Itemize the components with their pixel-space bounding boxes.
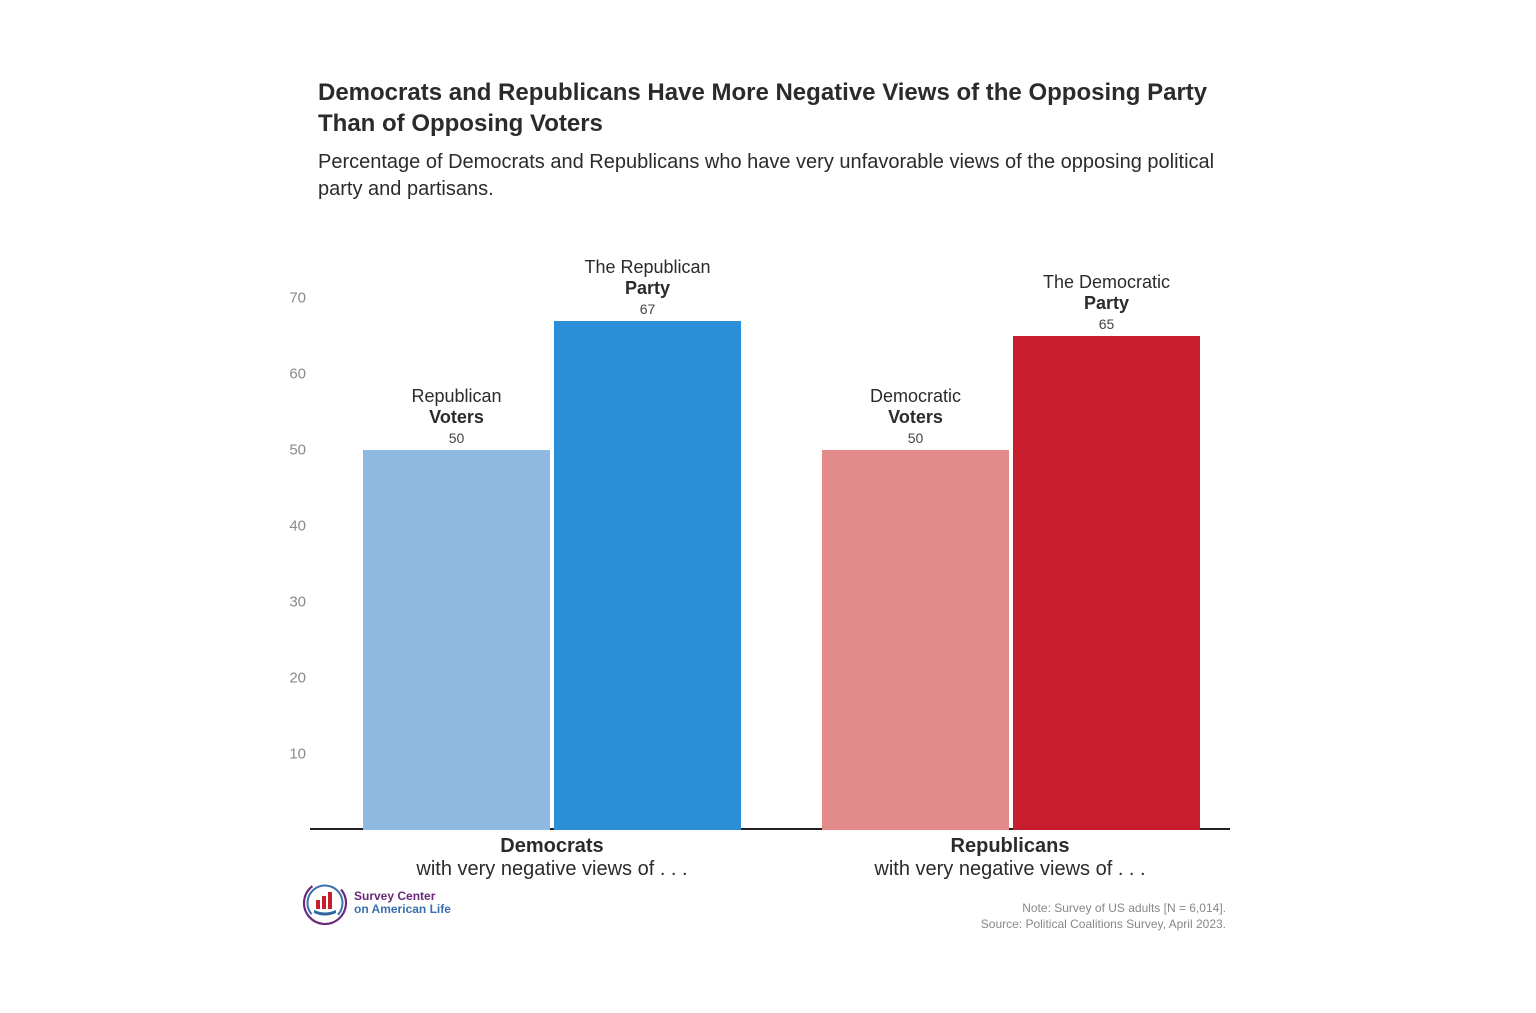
chart-title: Democrats and Republicans Have More Nega…	[318, 78, 1218, 139]
title-block: Democrats and Republicans Have More Nega…	[318, 78, 1218, 203]
bar-label-line1-republican-voters: Republican	[411, 386, 501, 407]
group-title-democrats: Democrats	[402, 835, 702, 858]
bar-value-republican-voters: 50	[411, 430, 501, 446]
bar-republican-party: The RepublicanParty67	[554, 321, 741, 830]
logo: Survey Center on American Life	[302, 880, 451, 926]
bar-democratic-party: The DemocraticParty65	[1013, 336, 1200, 830]
bar-value-republican-party: 67	[584, 301, 710, 317]
footnote-line-1: Note: Survey of US adults [N = 6,014].	[981, 900, 1226, 916]
bar-label-line1-republican-party: The Republican	[584, 257, 710, 278]
bar-label-line2-democratic-party: Party	[1043, 293, 1170, 314]
y-tick-20: 20	[276, 670, 306, 687]
y-tick-30: 30	[276, 594, 306, 611]
chart-container: Democrats and Republicans Have More Nega…	[0, 0, 1536, 1013]
group-title-republicans: Republicans	[860, 835, 1160, 858]
logo-text-line-2: on American Life	[354, 903, 451, 916]
bar-label-republican-party: The RepublicanParty 67	[584, 257, 710, 321]
y-tick-10: 10	[276, 746, 306, 763]
group-sub-democrats: with very negative views of . . .	[402, 858, 702, 881]
logo-text: Survey Center on American Life	[354, 890, 451, 915]
group-label-republicans: Republicanswith very negative views of .…	[860, 835, 1160, 881]
y-tick-50: 50	[276, 442, 306, 459]
logo-icon	[302, 880, 348, 926]
bar-value-democratic-party: 65	[1043, 316, 1170, 332]
footnote-line-2: Source: Political Coalitions Survey, Apr…	[981, 916, 1226, 932]
bar-label-line2-republican-party: Party	[584, 278, 710, 299]
group-sub-republicans: with very negative views of . . .	[860, 858, 1160, 881]
y-tick-70: 70	[276, 290, 306, 307]
plot-area: 10203040506070RepublicanVoters50The Repu…	[310, 260, 1230, 830]
bar-label-line1-democratic-voters: Democratic	[870, 386, 961, 407]
bar-republican-voters: RepublicanVoters50	[363, 450, 550, 830]
y-tick-40: 40	[276, 518, 306, 535]
footnote: Note: Survey of US adults [N = 6,014]. S…	[981, 900, 1226, 932]
group-label-democrats: Democratswith very negative views of . .…	[402, 835, 702, 881]
bar-label-line1-democratic-party: The Democratic	[1043, 272, 1170, 293]
y-tick-60: 60	[276, 366, 306, 383]
bar-label-line2-democratic-voters: Voters	[870, 407, 961, 428]
bar-democratic-voters: DemocraticVoters50	[822, 450, 1009, 830]
chart-subtitle: Percentage of Democrats and Republicans …	[318, 149, 1218, 203]
bar-label-democratic-party: The DemocraticParty 65	[1043, 272, 1170, 336]
bar-label-line2-republican-voters: Voters	[411, 407, 501, 428]
bar-label-democratic-voters: DemocraticVoters 50	[870, 386, 961, 450]
bar-value-democratic-voters: 50	[870, 430, 961, 446]
bar-label-republican-voters: RepublicanVoters 50	[411, 386, 501, 450]
